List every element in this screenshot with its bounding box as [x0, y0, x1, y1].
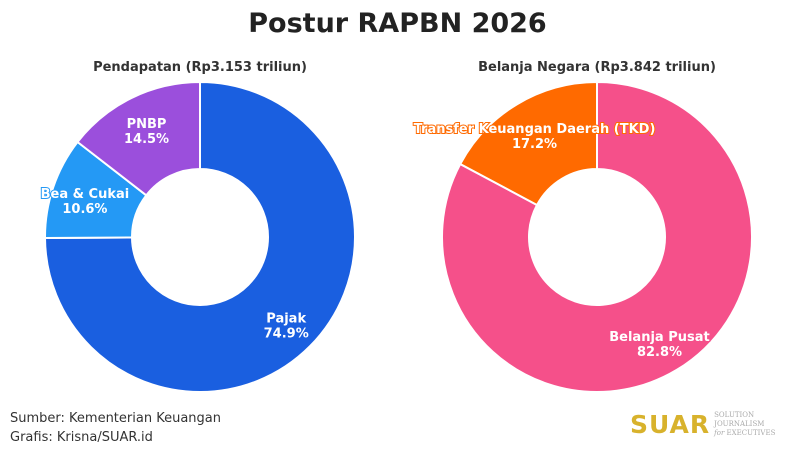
data-label-value: 10.6%: [62, 202, 107, 217]
data-label-name: PNBP: [127, 117, 167, 132]
right-chart-title: Belanja Negara (Rp3.842 triliun): [478, 60, 716, 75]
data-label-name: Belanja Pusat: [609, 330, 709, 345]
data-label-value: 17.2%: [512, 137, 557, 152]
slice-pajak: [43, 80, 356, 393]
suar-logo: SUAR SOLUTION JOURNALISM for EXECUTIVES: [630, 410, 795, 439]
data-label-value: 74.9%: [264, 327, 309, 342]
data-label-name: Bea & Cukai: [41, 187, 130, 202]
data-label-value: 82.8%: [637, 345, 682, 360]
source-text: Sumber: Kementerian Keuangan: [10, 411, 221, 426]
slice-pnbp: [76, 80, 201, 197]
logo-main: SUAR: [630, 410, 711, 439]
chart-title: Postur RAPBN 2026: [248, 8, 547, 39]
slice-belanja-pusat: [441, 80, 753, 393]
data-label-name: Pajak: [266, 312, 306, 327]
data-label-name: Transfer Keuangan Daerah (TKD): [414, 122, 656, 137]
slice-transfer-keuangan-daerah-tkd-: [458, 80, 598, 207]
logo-tagline: SOLUTION JOURNALISM for EXECUTIVES: [714, 411, 776, 437]
data-label-value: 14.5%: [124, 132, 169, 147]
left-chart-title: Pendapatan (Rp3.153 triliun): [93, 60, 307, 75]
credit-text: Grafis: Krisna/SUAR.id: [10, 430, 153, 445]
